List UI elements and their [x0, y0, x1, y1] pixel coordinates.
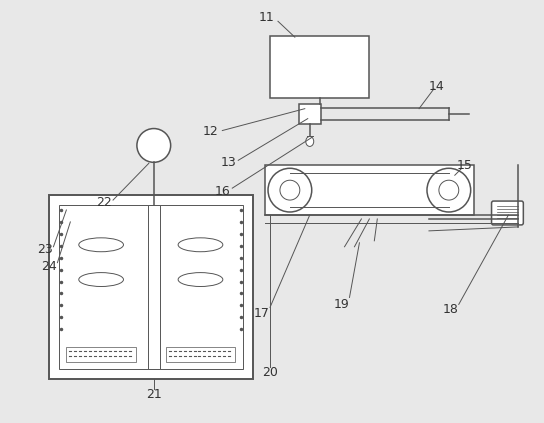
Text: 24: 24 — [41, 260, 57, 273]
Bar — [270, 36, 369, 98]
Bar — [66, 347, 136, 362]
Ellipse shape — [306, 137, 314, 146]
Bar — [166, 347, 235, 362]
Text: 13: 13 — [220, 156, 236, 169]
Circle shape — [280, 180, 300, 200]
Bar — [299, 104, 320, 124]
Text: 23: 23 — [38, 243, 53, 256]
Bar — [265, 165, 474, 215]
Text: 14: 14 — [429, 80, 445, 93]
Text: 19: 19 — [333, 298, 349, 311]
Circle shape — [427, 168, 471, 212]
Text: 11: 11 — [259, 11, 275, 24]
FancyBboxPatch shape — [492, 201, 523, 225]
Text: 20: 20 — [262, 366, 278, 379]
Text: 16: 16 — [214, 184, 230, 198]
Text: 18: 18 — [443, 303, 459, 316]
Text: 15: 15 — [457, 159, 473, 172]
Circle shape — [268, 168, 312, 212]
Text: 21: 21 — [146, 388, 162, 401]
Text: 22: 22 — [96, 195, 112, 209]
Text: 17: 17 — [254, 307, 270, 320]
Text: 12: 12 — [202, 125, 218, 138]
Circle shape — [137, 129, 171, 162]
Bar — [59, 205, 243, 369]
Circle shape — [439, 180, 459, 200]
Bar — [148, 205, 160, 369]
Bar — [50, 195, 253, 379]
